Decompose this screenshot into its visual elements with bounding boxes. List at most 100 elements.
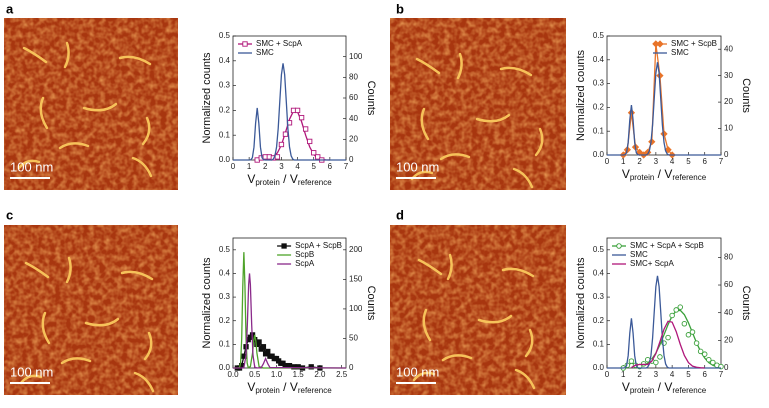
afm-strand [60,357,92,365]
afm-strand [120,270,154,281]
afm-image-texture [390,225,566,395]
y2-axis-label: Counts [740,286,752,321]
afm-strand [417,258,443,276]
x-tick-label: 3 [279,162,284,171]
y-tick-label: 0.4 [593,269,605,278]
legend-marker [616,243,622,249]
legend-label: SMC [671,48,689,57]
y2-tick-label: 10 [724,124,733,133]
afm-strand [65,256,72,284]
x-tick-label: 0 [605,157,610,166]
afm-strand [456,52,463,80]
y-tick-label: 0.4 [219,269,231,278]
y-tick-label: 0.0 [219,363,231,372]
afm-strand [441,354,473,362]
data-marker [265,348,271,355]
y2-tick-label: 200 [349,245,363,254]
data-marker [710,359,716,366]
afm-strand [501,267,535,278]
data-marker [302,126,309,132]
y2-tick-label: 20 [724,97,733,106]
y-tick-label: 0.2 [593,103,605,112]
afm-strand [17,159,41,170]
y-tick-label: 0.5 [593,245,605,254]
x-axis-label-subscript: reference [672,173,706,182]
x-tick-label: 3 [654,370,659,379]
data-marker [260,344,267,350]
data-marker [298,114,305,121]
data-marker [681,320,688,327]
series-line [233,273,347,369]
series-line [233,252,346,369]
y-axis-label: Normalized counts [575,257,587,349]
y2-tick-label: 100 [349,304,363,313]
afm-strand [19,374,43,385]
y2-tick-label: 60 [724,280,733,289]
x-tick-label: 1 [247,162,252,171]
legend-marker [242,41,248,47]
afm-strand [475,113,511,123]
y2-tick-label: 100 [349,52,363,61]
x-axis-label: Vprotein / Vreference [247,172,332,187]
data-marker [294,107,301,114]
x-tick-label: 5 [686,370,691,379]
chart: 0.0 0.5 1.0 1.5 2.0 2.5 0.0 0.1 0.2 0.3 0.4 0.5 0 50 1… [201,237,377,395]
y-tick-label: 0.2 [593,316,605,325]
scale-bar-label: 100 nm [396,159,439,174]
afm-strand [82,102,118,112]
afm-strand [534,127,544,157]
y2-tick-label: 40 [349,114,358,123]
afm-strand [439,153,471,161]
data-marker [308,364,314,370]
x-axis-label-part: V [622,167,630,181]
series-line [622,43,673,156]
y2-tick-label: 50 [349,334,358,343]
data-marker [706,356,712,363]
x-axis-label: Vprotein / Vreference [622,167,707,182]
afm-strand [22,46,48,64]
x-tick-label: 2 [637,370,642,379]
data-marker [677,304,684,310]
x-tick-label: 6 [702,370,707,379]
y-tick-label: 0.5 [219,245,231,254]
legend-marker [656,40,664,48]
x-tick-label: 1.0 [271,370,283,379]
x-tick-label: 0.0 [227,370,239,379]
legend-label: ScpA [295,259,315,268]
afm-strand [524,328,534,358]
y-tick-label: 0.3 [219,81,231,90]
x-tick-label: 1.5 [293,370,305,379]
x-axis-label-subscript: reference [298,386,332,395]
afm-strand [63,41,70,69]
legend-label: ScpA + ScpB [295,241,342,250]
data-marker [628,358,635,364]
y2-tick-label: 80 [724,252,733,261]
x-axis-label: Vprotein / Vreference [247,380,332,395]
data-marker [669,312,675,319]
afm-strand [143,331,153,361]
chart: 0 1 2 3 4 5 6 7 0.0 0.1 0.2 0.3 0.4 0.5 0 20 40 60 80 Norma… [575,237,752,395]
data-marker [274,154,281,160]
data-marker [315,154,321,160]
legend-label: SMC+ ScpA [630,259,674,268]
legend-label: SMC [630,250,648,259]
x-axis-label-subscript: reference [672,386,706,395]
panel-label: d [396,207,404,222]
plot-frame [606,237,722,369]
afm-strand [415,57,441,75]
y2-axis-label: Counts [740,78,752,113]
y2-tick-label: 80 [349,72,358,81]
legend-label: SMC + ScpA [256,39,303,48]
x-tick-label: 2.5 [336,370,348,379]
panel-label: c [6,207,13,222]
x-axis-label-part: V [247,380,255,394]
y-tick-label: 0.5 [593,31,605,40]
y-axis-label: Normalized counts [201,52,213,144]
y2-tick-label: 40 [724,308,733,317]
legend-label: SMC [256,48,274,57]
series-line [631,320,705,369]
y-tick-label: 0.3 [219,292,231,301]
data-marker [282,131,289,137]
